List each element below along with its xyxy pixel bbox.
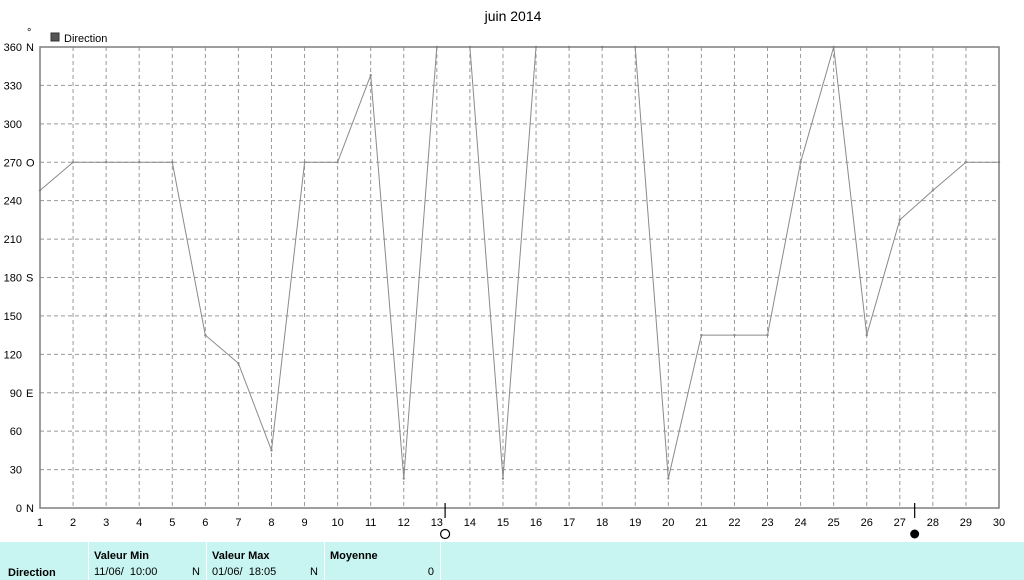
data-point	[700, 333, 703, 337]
x-tick-label: 15	[497, 517, 509, 529]
x-tick-label: 18	[596, 517, 608, 529]
x-tick-label: 9	[301, 517, 307, 529]
x-tick-label: 27	[894, 517, 906, 529]
data-point	[303, 161, 306, 164]
stats-min-cell: Valeur Min 11/06/ 10:00 N	[89, 542, 207, 580]
max-header: Valeur Max	[212, 550, 270, 562]
avg-header: Moyenne	[330, 550, 378, 562]
y-tick-label: 120	[4, 349, 22, 361]
stats-row-label: Direction	[8, 567, 56, 579]
x-tick-label: 3	[103, 517, 109, 529]
y-tick-label: 90	[10, 388, 22, 400]
x-tick-label: 30	[993, 517, 1005, 529]
x-tick-label: 29	[960, 517, 972, 529]
max-date: 01/06/ 18:05	[212, 566, 277, 578]
y-tick-label: 360	[4, 42, 22, 54]
x-tick-label: 19	[629, 517, 641, 529]
y-tick-label: 330	[4, 80, 22, 92]
data-point	[501, 477, 505, 480]
data-point	[667, 477, 670, 480]
y-tick-direction: N	[26, 42, 34, 54]
x-tick-label: 22	[728, 517, 740, 529]
x-tick-label: 6	[202, 517, 208, 529]
y-tick-label: 180	[4, 273, 22, 285]
x-tick-label: 13	[431, 517, 443, 529]
x-tick-label: 14	[464, 517, 476, 529]
x-tick-label: 28	[927, 517, 939, 529]
grid	[40, 47, 999, 508]
data-point	[270, 449, 273, 452]
data-point	[733, 333, 736, 337]
avg-value: 0	[427, 566, 434, 578]
legend-swatch	[50, 32, 60, 42]
data-point	[964, 161, 968, 164]
y-tick-direction: E	[26, 388, 33, 400]
y-tick-direction: N	[26, 503, 34, 515]
x-tick-label: 26	[861, 517, 873, 529]
x-tick-label: 2	[70, 517, 76, 529]
y-tick-label: 0	[16, 503, 22, 515]
x-tick-label: 10	[331, 517, 343, 529]
x-tick-label: 24	[794, 517, 806, 529]
x-tick-label: 17	[563, 517, 575, 529]
plot-frame	[39, 46, 1000, 509]
data-point	[138, 161, 141, 164]
y-tick-label: 150	[4, 311, 22, 323]
data-point	[931, 189, 935, 192]
data-point	[369, 73, 372, 77]
min-date: 11/06/ 10:00	[94, 566, 158, 578]
y-axis-unit: °	[27, 27, 31, 39]
data-point	[336, 161, 339, 164]
x-tick-label: 4	[136, 517, 142, 529]
data-point	[402, 477, 405, 480]
chart-title: juin 2014	[484, 8, 542, 24]
full-moon-icon	[439, 528, 451, 540]
max-direction: N	[310, 566, 318, 578]
data-point	[799, 161, 802, 164]
x-axis-ticks: 1 2 3 4 5 6 7 8 9 10 11 12 13 14 15 16 17 18 19 20 21 22 23 24 2…	[37, 517, 1005, 529]
series-line-direction	[39, 46, 999, 479]
y-tick-label: 240	[4, 196, 22, 208]
y-tick-direction: O	[26, 157, 35, 169]
y-tick-label: 210	[4, 234, 22, 246]
x-tick-label: 5	[169, 517, 175, 529]
data-point	[171, 161, 174, 164]
y-tick-direction: S	[26, 273, 33, 285]
x-tick-label: 16	[530, 517, 542, 529]
y-tick-label: 270	[4, 157, 22, 169]
stats-max-cell: Valeur Max 01/06/ 18:05 N	[207, 542, 325, 580]
x-tick-label: 1	[37, 517, 43, 529]
x-tick-label: 20	[662, 517, 674, 529]
x-tick-label: 8	[268, 517, 274, 529]
x-tick-label: 21	[695, 517, 707, 529]
stats-panel: Direction Valeur Min 11/06/ 10:00 N Vale…	[0, 542, 1024, 580]
data-point	[237, 362, 240, 365]
series-layer	[38, 45, 1001, 480]
stats-avg-cell: Moyenne 0	[325, 542, 441, 580]
data-point	[204, 333, 207, 337]
legend-label: Direction	[64, 33, 107, 45]
x-tick-label: 7	[235, 517, 241, 529]
y-tick-label: 300	[4, 119, 22, 131]
data-point	[865, 333, 868, 337]
stats-row-label-cell: Direction	[0, 542, 89, 580]
new-moon-icon	[910, 529, 920, 539]
y-tick-label: 30	[10, 465, 22, 477]
x-tick-label: 25	[828, 517, 840, 529]
x-tick-label: 11	[365, 517, 376, 529]
data-point	[898, 218, 901, 222]
moon-phase-markers	[439, 503, 920, 540]
x-tick-label: 12	[398, 517, 410, 529]
data-point	[104, 161, 108, 164]
min-header: Valeur Min	[94, 550, 150, 562]
min-direction: N	[192, 566, 200, 578]
data-point	[71, 161, 75, 164]
y-tick-label: 60	[10, 426, 22, 438]
data-point	[766, 333, 769, 337]
x-tick-label: 23	[761, 517, 773, 529]
